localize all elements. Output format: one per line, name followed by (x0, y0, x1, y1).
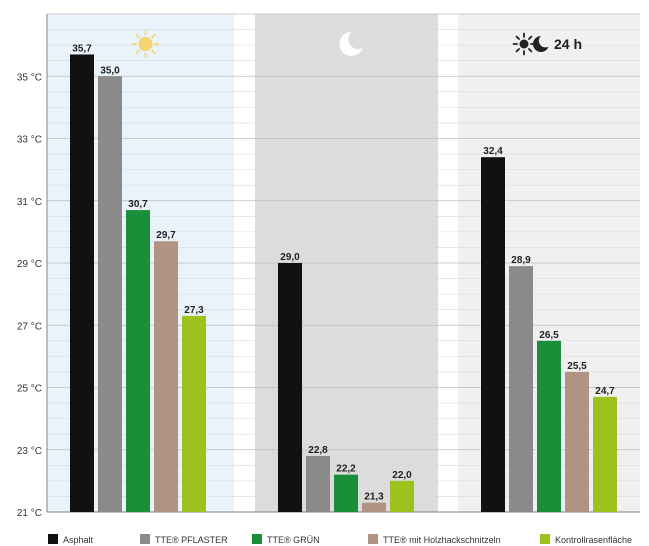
legend-label: TTE® PFLASTER (155, 535, 228, 545)
legend-item: TTE® GRÜN (252, 534, 320, 545)
legend-swatch (140, 534, 150, 544)
bars: 35,7 35,0 30,7 29,7 27,3 29,0 22,8 22,2 21,3 22,0… (70, 43, 617, 513)
bar-value-label: 30,7 (128, 199, 148, 210)
legend-label: TTE® GRÜN (267, 535, 320, 545)
bar (509, 266, 533, 512)
legend-label: Asphalt (63, 535, 94, 545)
bar-value-label: 21,3 (364, 492, 384, 503)
bar (537, 340, 561, 512)
y-tick-label: 33 °C (17, 135, 42, 146)
y-tick-label: 27 °C (17, 321, 42, 332)
bar-value-label: 35,0 (100, 65, 120, 76)
bar-value-label: 29,7 (156, 230, 176, 241)
bar-value-label: 25,5 (567, 361, 587, 372)
bar-value-label: 22,8 (308, 445, 328, 456)
bar-value-label: 29,0 (280, 252, 300, 263)
bar-value-label: 24,7 (595, 386, 615, 397)
bar-value-label: 35,7 (72, 43, 92, 54)
panel-headers: 24 h (131, 29, 582, 58)
bar (278, 263, 302, 512)
legend-item: TTE® mit Holzhackschnitzeln (368, 534, 501, 545)
bar (98, 76, 122, 512)
bar (126, 210, 150, 512)
legend-swatch (368, 534, 378, 544)
y-tick-label: 25 °C (17, 384, 42, 395)
y-tick-label: 23 °C (17, 446, 42, 457)
bar (565, 371, 589, 512)
legend: Asphalt TTE® PFLASTER TTE® GRÜN TTE® mit Ho… (48, 534, 632, 545)
y-tick-label: 31 °C (17, 197, 42, 208)
legend-swatch (540, 534, 550, 544)
sun-icon (131, 30, 160, 58)
legend-item: Kontrollrasenfläche (540, 534, 632, 545)
y-tick-label: 21 °C (17, 508, 42, 519)
sun-icon (512, 32, 536, 56)
moon-icon (339, 29, 368, 56)
bar-value-label: 26,5 (539, 330, 559, 341)
legend-swatch (252, 534, 262, 544)
bar-value-label: 27,3 (184, 305, 204, 316)
bar (390, 480, 414, 512)
legend-label: TTE® mit Holzhackschnitzeln (383, 535, 501, 545)
bar-value-label: 22,0 (392, 470, 412, 481)
legend-label: Kontrollrasenfläche (555, 535, 632, 545)
bar (334, 474, 358, 512)
bar (182, 315, 206, 512)
bar (593, 396, 617, 512)
bar (306, 455, 330, 512)
bar-value-label: 32,4 (483, 146, 503, 157)
legend-item: Asphalt (48, 534, 94, 545)
bar-value-label: 22,2 (336, 464, 356, 475)
panel-header-label: 24 h (554, 36, 582, 52)
bar (154, 241, 178, 512)
y-tick-label: 35 °C (17, 72, 42, 83)
bar-value-label: 28,9 (511, 255, 531, 266)
bar (481, 157, 505, 513)
legend-swatch (48, 534, 58, 544)
sun-moon-icon (512, 32, 552, 56)
moon-icon (533, 34, 552, 52)
bar (362, 502, 386, 512)
legend-item: TTE® PFLASTER (140, 534, 228, 545)
y-tick-label: 29 °C (17, 259, 42, 270)
bar (70, 54, 94, 513)
